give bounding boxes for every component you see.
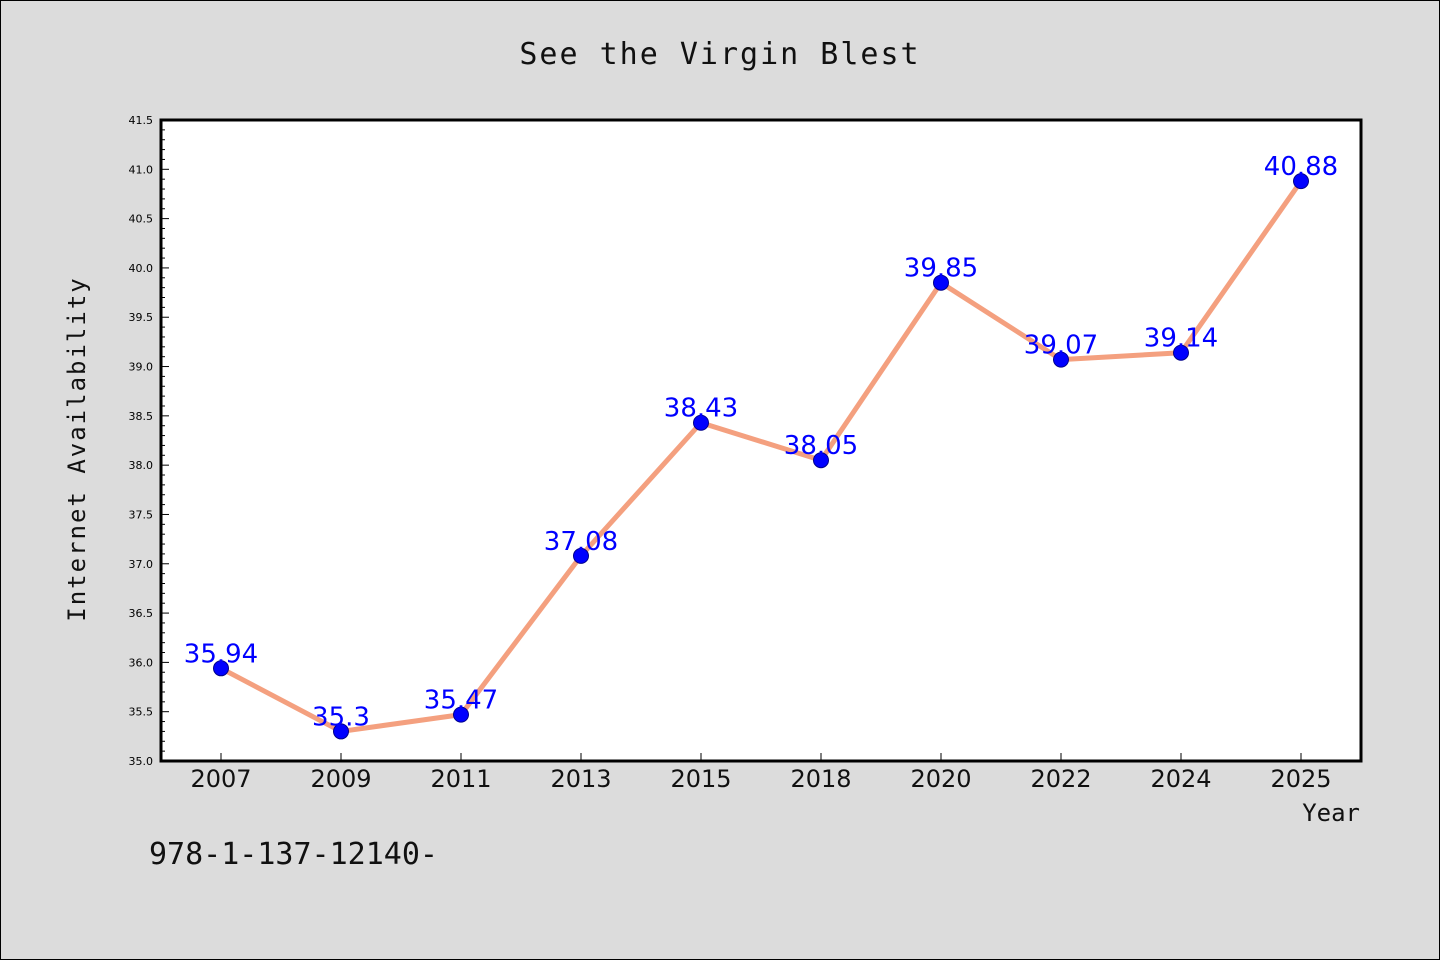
y-tick-label: 36.5 <box>129 607 154 620</box>
y-tick-label: 37.0 <box>129 558 154 571</box>
y-tick-label: 35.5 <box>129 706 154 719</box>
data-label: 35.47 <box>424 686 498 716</box>
data-label: 35.94 <box>184 639 258 669</box>
y-tick-label: 38.5 <box>129 410 154 423</box>
data-point <box>1293 173 1309 190</box>
data-label: 39.85 <box>904 254 978 284</box>
x-axis-label: Year <box>1302 799 1360 827</box>
x-axis: 2007 2009 2011 2013 2015 2018 2020 2022 2024 2025 <box>190 753 1332 793</box>
data-point <box>573 547 589 564</box>
series-layer: 35.94 35.3 35.47 37.08 38.43 38.05 39.85 39.07 3… <box>184 152 1338 740</box>
data-point <box>213 660 229 677</box>
y-axis-label: Internet Availability <box>63 276 91 621</box>
data-point <box>813 452 829 469</box>
y-tick-label: 39.0 <box>129 361 154 374</box>
data-point <box>1173 344 1189 361</box>
y-tick-label: 37.5 <box>129 508 154 521</box>
y-tick-label: 35.0 <box>129 755 154 768</box>
y-tick-label: 41.5 <box>129 114 154 127</box>
x-tick-label: 2020 <box>910 765 971 793</box>
series-line <box>218 178 1304 734</box>
x-tick-label: 2022 <box>1030 765 1091 793</box>
chart-title: See the Virgin Blest <box>519 37 920 72</box>
data-point <box>693 414 709 431</box>
data-label: 39.14 <box>1144 324 1218 354</box>
x-tick-label: 2025 <box>1270 765 1331 793</box>
y-axis: 35.0 35.5 36.0 36.5 37.0 37.5 38.0 38.5 39.0 39.5… <box>129 114 169 768</box>
x-tick-label: 2007 <box>190 765 251 793</box>
footer-text: 978-1-137-12140- <box>149 837 438 872</box>
x-tick-label: 2013 <box>550 765 611 793</box>
data-label: 38.05 <box>784 431 858 461</box>
data-label: 37.08 <box>544 527 618 557</box>
y-tick-label: 38.0 <box>129 459 154 472</box>
y-tick-label: 39.5 <box>129 311 154 324</box>
x-tick-label: 2024 <box>1150 765 1211 793</box>
y-tick-label: 36.0 <box>129 656 154 669</box>
data-label: 39.07 <box>1024 331 1098 361</box>
x-tick-label: 2009 <box>310 765 371 793</box>
data-point <box>933 274 949 291</box>
data-point <box>333 723 349 740</box>
data-point <box>1053 351 1069 368</box>
x-tick-label: 2011 <box>430 765 491 793</box>
y-tick-label: 40.5 <box>129 213 154 226</box>
data-label: 38.43 <box>664 394 738 424</box>
data-point <box>453 706 469 723</box>
x-tick-label: 2018 <box>790 765 851 793</box>
x-tick-label: 2015 <box>670 765 731 793</box>
y-tick-label: 41.0 <box>129 163 154 176</box>
data-label: 35.3 <box>312 702 370 732</box>
y-tick-label: 40.0 <box>129 262 154 275</box>
data-label: 40.88 <box>1264 152 1338 182</box>
